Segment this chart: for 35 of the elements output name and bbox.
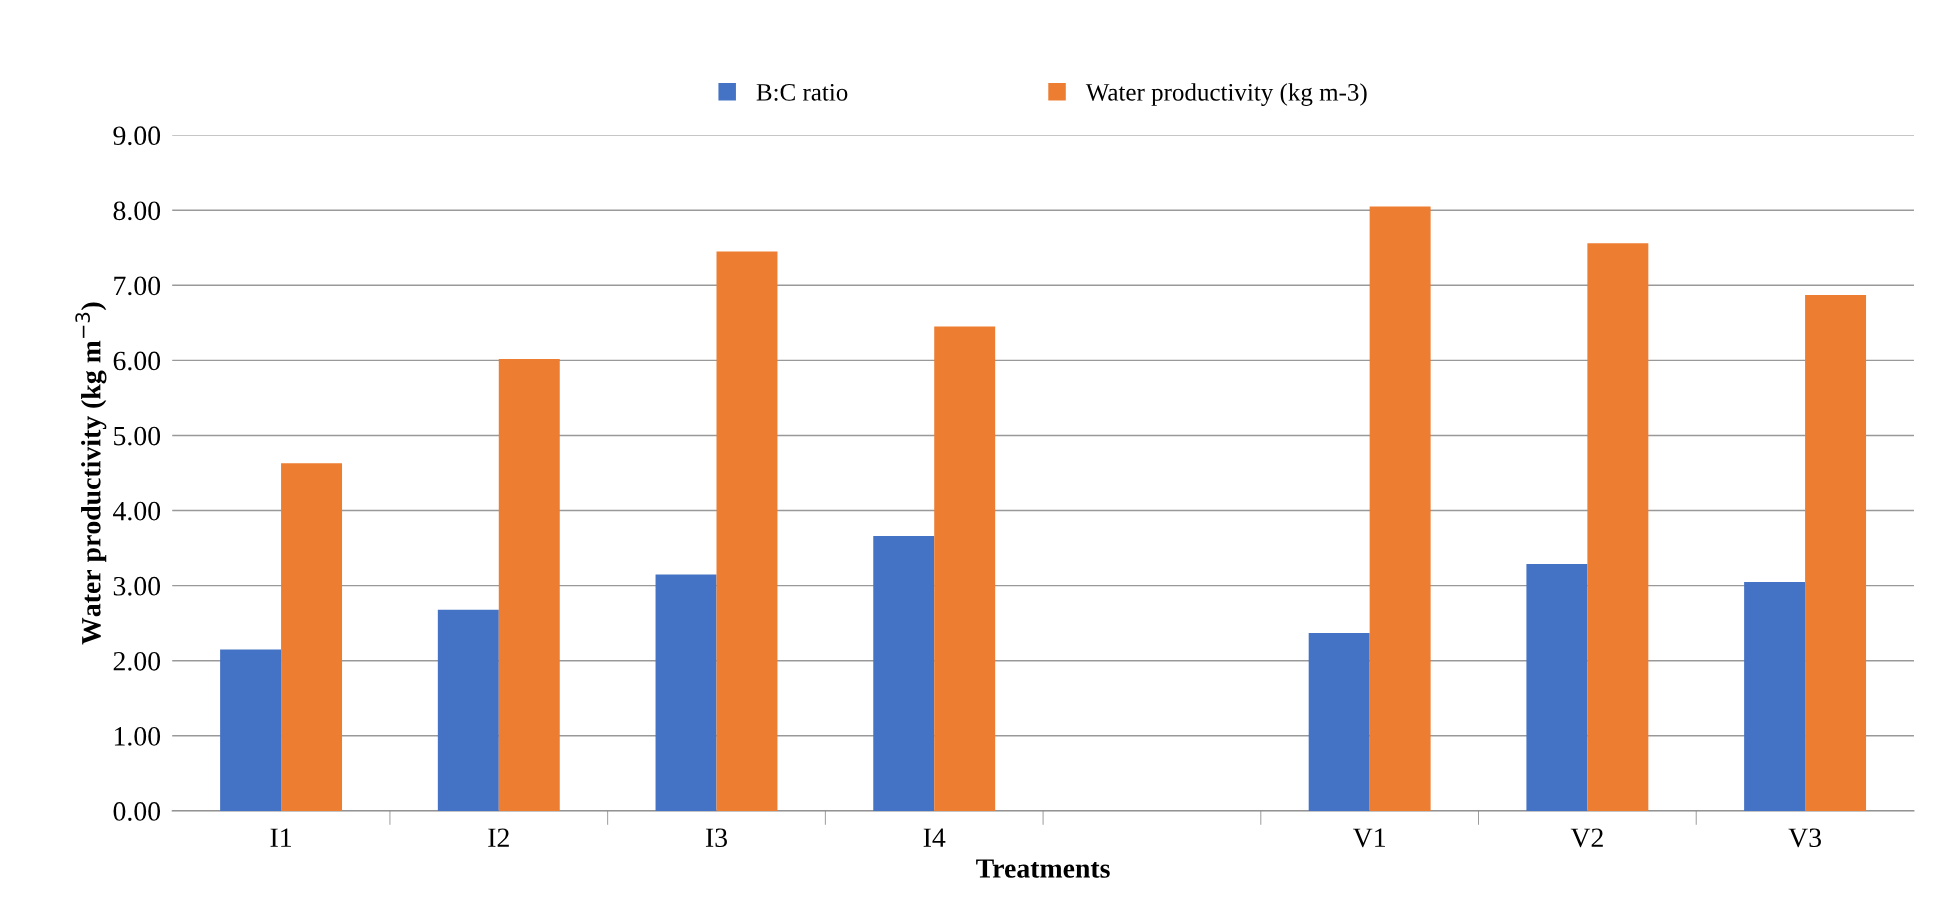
y-tick-label: 5.00 [114,426,161,446]
bar [873,536,935,811]
bar [220,649,282,811]
legend-label: Water productivity (kg m-3) [1085,83,1367,106]
bar [498,358,560,811]
x-tick-label: I3 [705,828,727,848]
y-tick-label: 9.00 [113,126,161,146]
x-tick-label: I1 [270,828,291,847]
bar [1744,581,1806,811]
x-tick-label: I2 [488,828,509,847]
x-tick-label: V1 [1352,828,1385,848]
x-axis-title: Treatments [976,859,1110,878]
y-tick-label: 8.00 [113,201,161,221]
legend-label: B:C ratio [756,83,848,101]
y-tick-label: 6.00 [113,351,161,371]
bar [655,574,717,811]
y-tick-label: 4.00 [113,501,161,521]
bar [1308,632,1370,811]
y-tick-label: 3.00 [113,576,161,596]
y-tick-label: 2.00 [113,651,161,671]
bar [1587,243,1649,811]
x-tick-label: I4 [923,828,946,847]
bar [1805,295,1867,811]
bar [716,251,778,811]
bar [1526,563,1588,811]
bar [437,609,499,811]
bar [1369,206,1431,811]
y-tick-label: 7.00 [114,276,161,296]
y-tick-label: 0.00 [113,802,161,821]
x-tick-label: V2 [1570,828,1603,848]
bar [281,463,343,811]
bar [934,326,996,811]
y-tick-label: 1.00 [114,726,161,746]
y-axis-title: Water productivity (kg m$^{−3}$) [75,302,107,645]
x-tick-label: V3 [1788,828,1821,848]
